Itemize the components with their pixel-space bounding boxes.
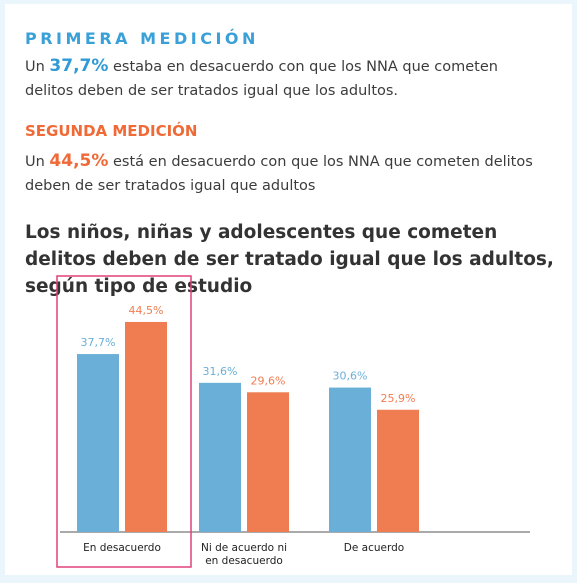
chart: 37,7% 44,5% 31,6% 29,6% 30,6% 25,9% xyxy=(56,275,530,568)
bar xyxy=(247,392,289,532)
bar xyxy=(77,354,119,532)
bar xyxy=(125,321,167,532)
x-tick-label: En desacuerdo xyxy=(83,542,161,554)
section-title: PRIMERA MEDICIÓN xyxy=(25,29,259,48)
value-label: 29,6% xyxy=(251,374,286,387)
highlight-box xyxy=(56,275,192,568)
text: estaba en desacuerdo con que los NNA que… xyxy=(25,59,498,99)
bar xyxy=(329,387,371,532)
value-label: 31,6% xyxy=(203,365,238,378)
value-label: 30,6% xyxy=(333,370,368,383)
section-title: SEGUNDA MEDICIÓN xyxy=(25,122,198,140)
infographic: PRIMERA MEDICIÓN Un 37,7% estaba en desa… xyxy=(5,4,572,575)
bar xyxy=(377,409,419,532)
value-label: 37,7% xyxy=(81,336,116,349)
chart-title: Los niños, niñas y adolescentes que come… xyxy=(25,222,554,297)
x-tick-label: De acuerdo xyxy=(343,542,405,554)
value-label: 44,5% xyxy=(129,304,164,317)
section-text: Un 44,5% está en desacuerdo con que los … xyxy=(25,149,570,198)
highlight: 37,7% xyxy=(49,56,109,76)
value-label: 25,9% xyxy=(381,392,416,405)
bar xyxy=(199,382,241,532)
text: Un xyxy=(25,59,50,75)
text: Un xyxy=(25,154,50,170)
x-tick-label: Ni de acuerdo ni en desacuerdo xyxy=(200,542,288,567)
text: está en desacuerdo con que los NNA que c… xyxy=(25,154,533,194)
highlight: 44,5% xyxy=(49,151,109,171)
section-text: Un 37,7% estaba en desacuerdo con que lo… xyxy=(25,54,545,103)
